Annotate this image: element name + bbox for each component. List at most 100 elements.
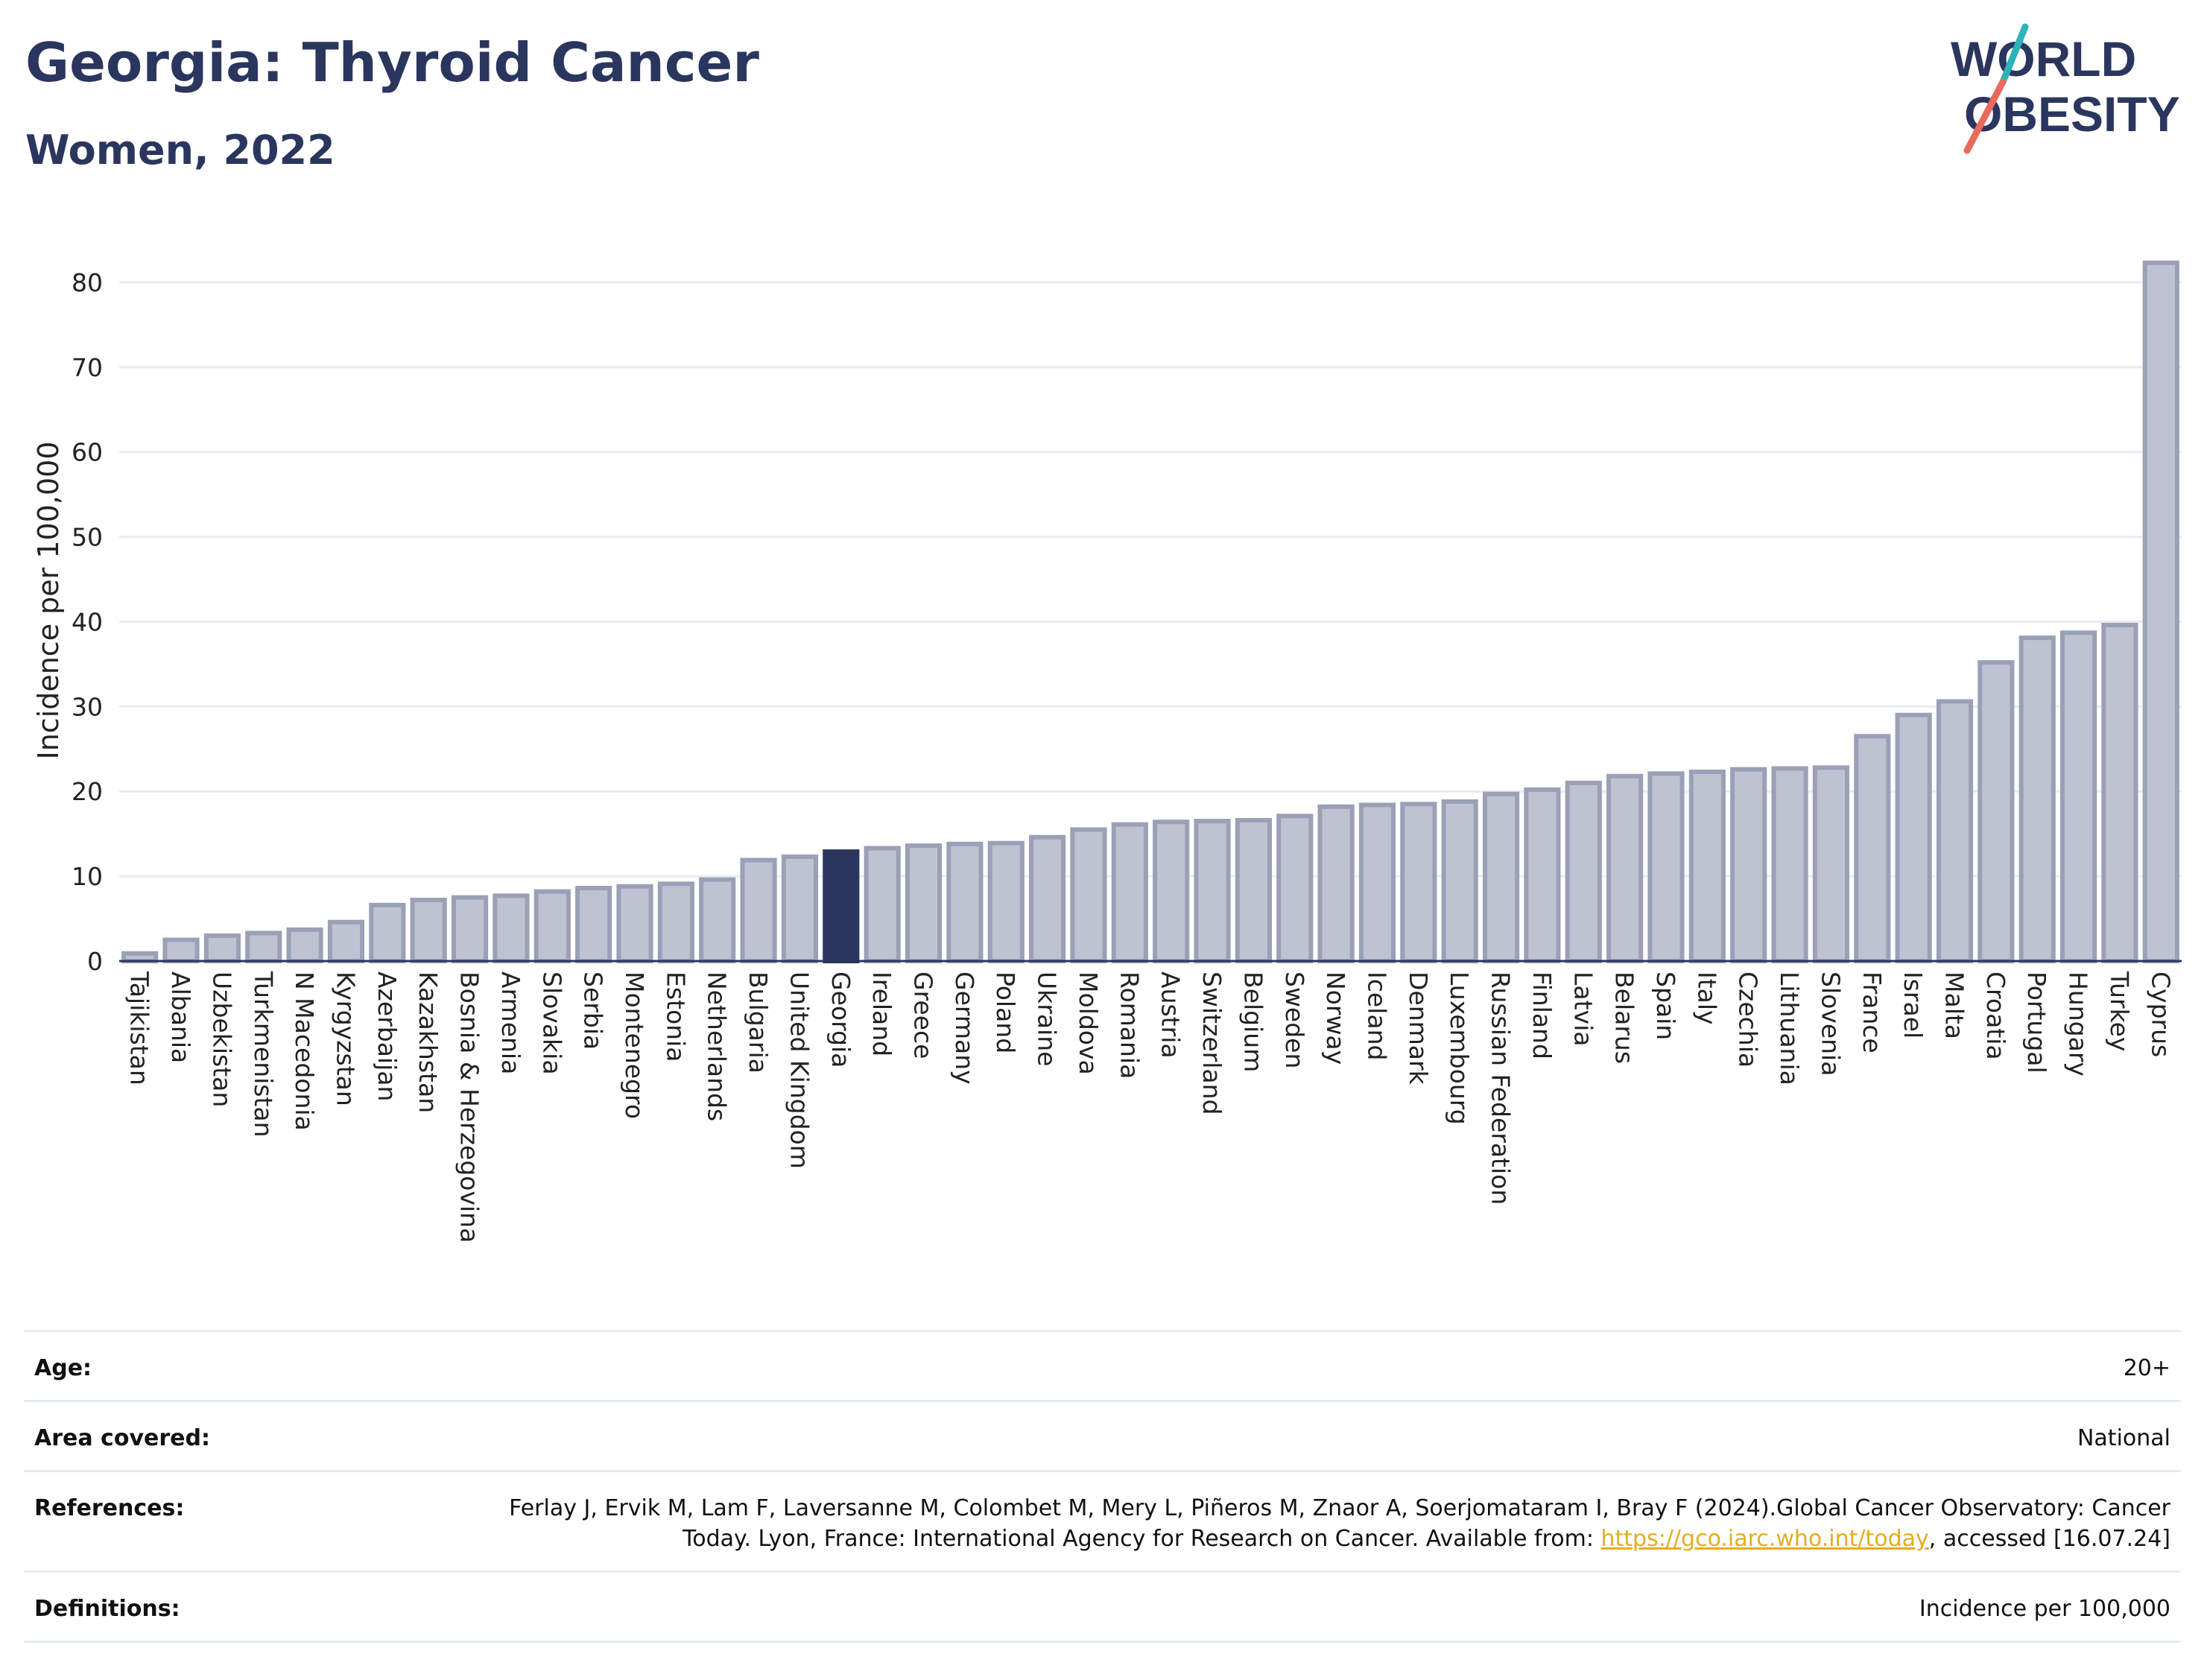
bar-tajikistan (121, 951, 159, 964)
x-tick-label: Turkey (2105, 971, 2134, 1051)
bar-hungary (2060, 630, 2097, 963)
bar-poland (987, 840, 1025, 963)
logo-slash-teal (1999, 23, 2029, 86)
bar-cyprus (2142, 260, 2179, 963)
x-tick-label: Italy (1692, 971, 1721, 1025)
x-tick-label: Bulgaria (744, 971, 773, 1074)
x-tick-label: Georgia (826, 971, 855, 1068)
bar-spain (1647, 771, 1685, 963)
x-tick-label: United Kingdom (785, 971, 814, 1169)
x-tick-label: Ukraine (1033, 971, 1062, 1066)
bar-estonia (657, 881, 694, 964)
x-tick-label: Netherlands (703, 971, 732, 1121)
info-row-references: References: Ferlay J, Ervik M, Lam F, La… (24, 1470, 2181, 1570)
x-tick-label: Hungary (2064, 971, 2093, 1077)
x-tick-label: Sweden (1280, 971, 1309, 1068)
x-tick-label: Montenegro (620, 971, 649, 1119)
chart-subtitle: Women, 2022 (25, 127, 335, 174)
bar-ukraine (1029, 834, 1066, 964)
bar-belarus (1606, 773, 1644, 963)
bar-kazakhstan (410, 898, 447, 964)
area-value: National (2077, 1425, 2170, 1451)
bar-netherlands (699, 877, 736, 964)
bar-azerbaijan (369, 902, 406, 963)
chart-title: Georgia: Thyroid Cancer (25, 31, 759, 94)
logo-line-2: OBESITY (1964, 86, 2180, 142)
bar-chart: 0 10 20 30 40 50 60 70 80 Tajikistan Albania Uzbek… (32, 260, 2182, 1243)
x-tick-label: Estonia (661, 971, 690, 1062)
x-tick-label: Tajikistan (125, 971, 154, 1085)
x-tick-label: Kyrgyzstan (331, 971, 360, 1106)
x-tick-label: Greece (909, 971, 938, 1059)
y-tick-label: 40 (72, 607, 103, 636)
bar-n-macedonia (286, 927, 323, 963)
bar-belgium (1235, 817, 1272, 964)
y-tick-label: 10 (72, 862, 103, 891)
bar-bulgaria (740, 858, 777, 963)
references-text: Ferlay J, Ervik M, Lam F, Laversanne M, … (509, 1495, 2170, 1552)
x-tick-label: Ireland (867, 971, 896, 1056)
x-tick-label: Belgium (1238, 971, 1267, 1072)
bars (121, 260, 2179, 964)
bar-bosnia-herzegovina (451, 895, 489, 964)
logo-line-1: WORLD (1951, 31, 2136, 86)
bar-greece (905, 843, 943, 963)
x-tick-label: Poland (991, 971, 1020, 1053)
bar-croatia (1977, 660, 2015, 963)
bar-italy (1688, 770, 1726, 963)
bar-slovakia (533, 889, 571, 963)
references-label: References: (34, 1495, 185, 1521)
bar-sweden (1276, 814, 1314, 964)
definitions-label: Definitions: (34, 1596, 180, 1622)
x-tick-label: Moldova (1074, 971, 1103, 1075)
bar-czechia (1730, 767, 1767, 963)
bar-israel (1895, 712, 1932, 963)
bar-albania (162, 937, 200, 964)
x-tick-label: Belarus (1610, 971, 1639, 1064)
y-tick-label: 0 (87, 947, 103, 976)
y-tick-label: 20 (72, 777, 103, 806)
bar-serbia (575, 886, 612, 963)
bar-russian-federation (1482, 791, 1520, 963)
info-row-age: Age: 20+ (24, 1330, 2181, 1400)
references-suffix: , accessed [16.07.24] (1928, 1526, 2170, 1552)
references-link[interactable]: https://gco.iarc.who.int/today (1600, 1526, 1929, 1552)
x-tick-label: Austria (1156, 971, 1185, 1059)
x-tick-label: Albania (166, 971, 195, 1063)
x-axis-ticks: Tajikistan Albania Uzbekistan Turkmenistan N… (125, 971, 2176, 1243)
area-label: Area covered: (34, 1425, 210, 1451)
bar-turkmenistan (245, 931, 282, 963)
bar-uzbekistan (203, 933, 241, 964)
y-tick-label: 80 (72, 268, 103, 297)
bar-georgia (823, 849, 860, 964)
x-tick-label: Germany (950, 971, 979, 1085)
bar-denmark (1400, 802, 1437, 963)
y-tick-label: 60 (72, 438, 103, 467)
info-row-definitions: Definitions: Incidence per 100,000 (24, 1570, 2181, 1643)
bar-finland (1524, 787, 1561, 963)
world-obesity-logo: WORLD OBESITY (1951, 23, 2180, 154)
age-value: 20+ (2123, 1355, 2170, 1381)
bar-portugal (2018, 635, 2056, 963)
bar-moldova (1070, 827, 1107, 963)
bar-france (1854, 734, 1891, 964)
x-tick-label: Slovakia (537, 971, 566, 1075)
x-tick-label: Turkmenistan (249, 971, 278, 1138)
x-tick-label: Lithuania (1775, 971, 1804, 1085)
x-tick-label: Croatia (1981, 971, 2010, 1060)
x-tick-label: Spain (1651, 971, 1680, 1040)
x-tick-label: Finland (1527, 971, 1557, 1059)
y-tick-label: 30 (72, 692, 103, 721)
bar-slovenia (1812, 765, 1850, 964)
bar-latvia (1565, 780, 1602, 963)
y-tick-label: 50 (72, 523, 103, 552)
x-tick-label: Denmark (1404, 971, 1433, 1085)
x-tick-label: Romania (1115, 971, 1144, 1079)
x-tick-label: N Macedonia (290, 971, 319, 1131)
bar-norway (1317, 804, 1355, 964)
x-tick-label: Bosnia & Herzegovina (455, 971, 484, 1243)
bar-luxembourg (1441, 799, 1478, 963)
x-tick-label: Malta (1940, 971, 1969, 1039)
x-tick-label: Uzbekistan (207, 971, 236, 1107)
bar-malta (1936, 699, 1974, 964)
